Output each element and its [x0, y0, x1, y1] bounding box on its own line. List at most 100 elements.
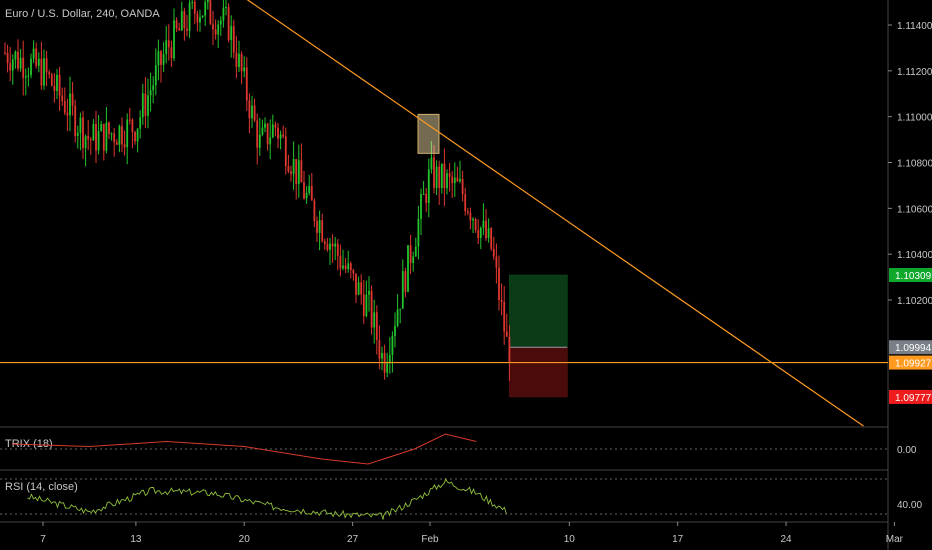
candle-body — [508, 336, 511, 363]
candle-body — [274, 124, 277, 128]
candle-body — [331, 243, 334, 247]
candle-body — [154, 65, 157, 86]
candle-body — [180, 11, 183, 31]
candle-body — [271, 124, 274, 138]
candle-body — [368, 290, 370, 295]
x-tick-label: Feb — [421, 534, 439, 545]
candle-body — [469, 212, 472, 221]
candle-body — [225, 7, 227, 9]
candle-body — [193, 2, 196, 14]
candle-body — [147, 95, 149, 116]
rsi-tick-label: 40.00 — [897, 500, 922, 511]
price-badge-label: 1.10309 — [895, 271, 932, 282]
rsi-line — [27, 477, 507, 520]
candle-body — [409, 245, 412, 263]
candle-body — [222, 7, 225, 21]
candle-body — [466, 211, 469, 213]
trix-label: TRIX (18) — [5, 438, 53, 450]
candle-body — [66, 112, 69, 116]
candle-body — [490, 228, 493, 249]
candle-body — [4, 52, 6, 54]
candle-body — [435, 166, 438, 188]
candle-body — [352, 270, 355, 274]
candle-body — [399, 308, 402, 310]
candle-body — [425, 193, 428, 203]
candle-body — [40, 58, 43, 86]
trendline[interactable] — [198, 0, 864, 427]
candle-body — [360, 282, 363, 295]
candle-body — [74, 105, 77, 136]
candle-body — [430, 157, 433, 170]
candle-body — [144, 93, 147, 116]
candle-body — [321, 220, 324, 242]
candle-body — [394, 325, 396, 336]
candle-body — [219, 20, 222, 25]
candle-body — [448, 173, 451, 177]
candle-body — [443, 163, 446, 189]
candle-body — [82, 117, 84, 149]
candle-body — [35, 48, 38, 66]
candle-body — [196, 13, 199, 23]
candle-body — [71, 93, 74, 106]
candle-body — [149, 90, 152, 96]
candle-body — [464, 194, 467, 212]
candle-body — [310, 185, 313, 201]
candle-body — [451, 176, 454, 184]
x-tick-label: Mar — [886, 534, 904, 545]
x-tick-label: 20 — [239, 534, 251, 545]
candle-body — [48, 72, 51, 75]
candle-body — [24, 76, 27, 78]
candle-body — [110, 133, 113, 135]
price-badge — [889, 340, 932, 355]
candle-body — [318, 220, 321, 233]
candle-body — [459, 178, 461, 182]
candle-body — [76, 132, 79, 136]
candle-body — [362, 294, 365, 316]
candle-body — [238, 53, 240, 67]
price-badge-label: 1.09777 — [895, 393, 932, 404]
candle-body — [30, 58, 32, 76]
candle-body — [303, 182, 305, 199]
candle-body — [134, 132, 136, 142]
candle-body — [347, 263, 350, 270]
candle-body — [56, 74, 58, 91]
candle-body — [201, 15, 204, 18]
y-tick-label: 1.10600 — [897, 204, 932, 215]
candle-body — [279, 134, 282, 139]
profit-zone[interactable] — [509, 274, 568, 348]
candle-body — [105, 122, 108, 151]
candle-body — [136, 128, 139, 142]
candle-body — [131, 119, 134, 133]
candle-body — [256, 120, 259, 148]
candle-body — [165, 40, 168, 55]
candle-body — [386, 362, 389, 373]
candle-body — [365, 294, 368, 316]
candle-body — [162, 54, 165, 65]
candle-body — [495, 256, 498, 268]
candle-body — [264, 123, 266, 128]
candle-body — [253, 105, 256, 121]
candle-body — [269, 137, 272, 145]
candle-body — [287, 166, 290, 172]
candle-body — [178, 28, 181, 31]
candle-body — [84, 136, 87, 149]
x-tick-label: 7 — [40, 534, 46, 545]
candle-body — [396, 309, 399, 326]
candle-body — [227, 7, 230, 41]
candle-body — [446, 173, 448, 189]
candle-body — [240, 53, 243, 72]
candle-body — [58, 74, 61, 96]
highlight-box[interactable] — [417, 113, 440, 154]
y-tick-label: 1.11000 — [897, 113, 932, 124]
candle-body — [472, 219, 474, 221]
candle-body — [297, 160, 300, 185]
candle-body — [123, 144, 126, 148]
candle-body — [230, 26, 233, 41]
candle-body — [487, 228, 490, 239]
loss-zone[interactable] — [509, 346, 568, 398]
x-tick-label: 13 — [130, 534, 142, 545]
candle-body — [401, 271, 404, 309]
candle-body — [235, 52, 238, 67]
candle-body — [97, 130, 100, 151]
